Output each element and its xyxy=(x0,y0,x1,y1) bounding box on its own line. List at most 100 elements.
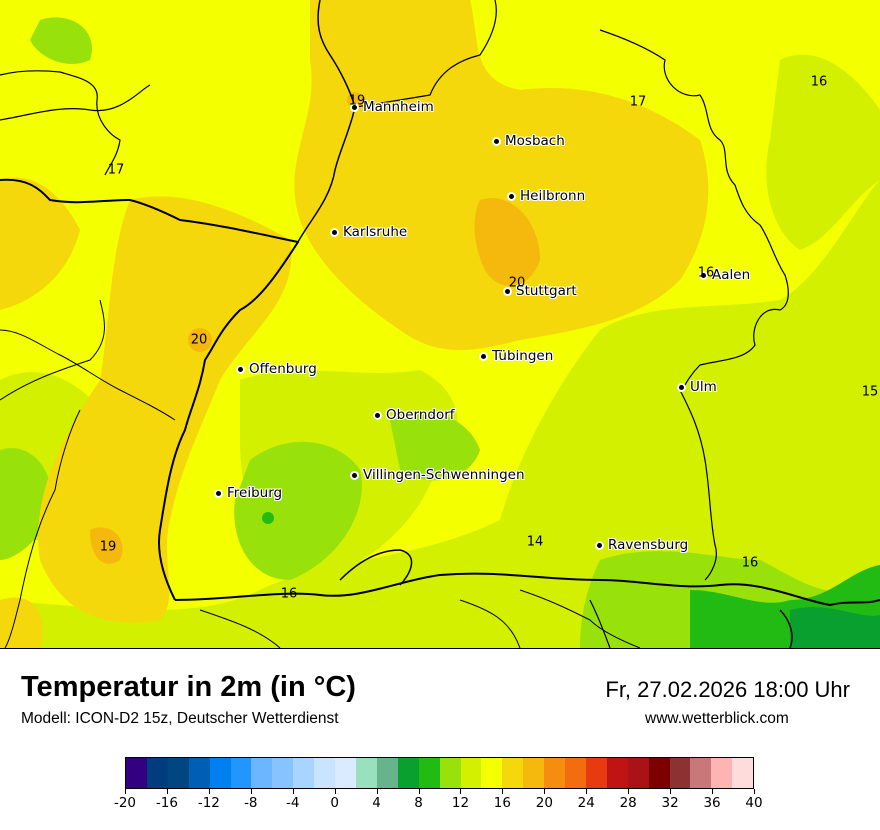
legend-tick-mark xyxy=(670,789,672,794)
city-label: Stuttgart xyxy=(516,283,577,299)
city-marker: Mannheim xyxy=(350,99,434,115)
legend-swatch xyxy=(355,758,377,788)
legend-swatch xyxy=(439,758,461,788)
legend-tick-label: 12 xyxy=(451,795,470,811)
legend-swatch xyxy=(585,758,607,788)
isotherm-label: 14 xyxy=(526,534,544,550)
legend-swatch xyxy=(146,758,168,788)
legend-tick-mark xyxy=(292,789,294,794)
legend-swatch xyxy=(565,758,586,788)
city-dot-icon xyxy=(373,410,382,420)
city-marker: Offenburg xyxy=(236,361,317,377)
city-dot-icon xyxy=(507,191,516,201)
legend-swatch xyxy=(711,758,733,788)
city-dot-icon xyxy=(699,270,708,280)
legend-tick-mark xyxy=(376,789,378,794)
website-link[interactable]: www.wetterblick.com xyxy=(645,710,789,727)
city-marker: Freiburg xyxy=(214,485,282,501)
temperature-field xyxy=(0,0,880,648)
legend-tick-mark xyxy=(208,789,210,794)
legend-swatch xyxy=(418,758,440,788)
legend-tick-mark xyxy=(586,789,588,794)
legend-swatch xyxy=(460,758,482,788)
legend-tick-mark xyxy=(712,789,714,794)
legend-tick-mark xyxy=(334,789,336,794)
legend-tick-label: -8 xyxy=(244,795,258,811)
city-label: Mannheim xyxy=(363,99,434,115)
legend-swatch xyxy=(188,758,210,788)
city-dot-icon xyxy=(503,286,512,296)
city-dot-icon xyxy=(330,227,339,237)
legend-swatch xyxy=(314,758,336,788)
city-dot-icon xyxy=(595,540,604,550)
legend-swatch xyxy=(606,758,628,788)
legend-swatch xyxy=(648,758,670,788)
city-label: Villingen-Schwenningen xyxy=(363,467,525,483)
legend-tick-label: 0 xyxy=(330,795,339,811)
legend-swatch xyxy=(230,758,252,788)
city-marker: Ravensburg xyxy=(595,537,688,553)
city-label: Karlsruhe xyxy=(343,224,408,240)
chart-title: Temperatur in 2m (in °C) xyxy=(21,671,356,703)
legend-swatch xyxy=(627,758,649,788)
city-marker: Stuttgart xyxy=(503,283,577,299)
city-label: Freiburg xyxy=(227,485,283,501)
isotherm-label: 15 xyxy=(861,384,879,400)
legend-tick-label: -4 xyxy=(285,795,300,811)
isotherm-label: 16 xyxy=(697,265,715,281)
legend-swatch xyxy=(335,758,356,788)
city-label: Oberndorf xyxy=(386,407,455,423)
city-marker: Karlsruhe xyxy=(330,224,407,240)
city-marker: Ulm xyxy=(677,379,717,395)
legend-swatch xyxy=(126,758,147,788)
city-dot-icon xyxy=(350,470,359,480)
city-marker: Aalen xyxy=(699,267,750,283)
city-marker: Oberndorf xyxy=(373,407,455,423)
city-dot-icon xyxy=(350,102,359,112)
isotherm-label: 17 xyxy=(107,162,125,178)
city-marker: Tübingen xyxy=(479,348,553,364)
isotherm-label: 17 xyxy=(629,94,647,110)
isotherm-label: 19 xyxy=(348,93,366,109)
city-label: Heilbronn xyxy=(520,188,586,204)
legend-tick-label: -20 xyxy=(113,795,137,811)
legend-swatch xyxy=(732,758,754,788)
legend-tick-mark xyxy=(754,789,755,794)
legend-tick-mark xyxy=(502,789,504,794)
legend-tick-mark xyxy=(460,789,462,794)
temperature-map[interactable]: Mannheim Mosbach Heilbronn Karlsruhe Stuttga… xyxy=(0,0,880,649)
city-label: Ravensburg xyxy=(608,537,689,553)
isotherm-label: 16 xyxy=(741,555,759,571)
city-label: Mosbach xyxy=(505,133,565,149)
model-source: Modell: ICON-D2 15z, Deutscher Wetterdie… xyxy=(21,710,339,727)
legend-swatch xyxy=(523,758,545,788)
legend-tick-label: 16 xyxy=(493,795,511,811)
legend-swatch xyxy=(481,758,503,788)
legend-tick-label: 4 xyxy=(372,795,381,811)
legend-tick-mark xyxy=(250,789,252,794)
legend-tick-mark xyxy=(125,789,126,794)
legend-swatch xyxy=(376,758,398,788)
city-label: Tübingen xyxy=(492,348,554,364)
legend-swatch xyxy=(669,758,691,788)
city-dot-icon xyxy=(236,364,245,374)
city-label: Ulm xyxy=(690,379,717,395)
legend-tick-mark xyxy=(166,789,168,794)
legend-swatch xyxy=(502,758,524,788)
isotherm-label: 20 xyxy=(508,275,526,291)
legend-swatch xyxy=(251,758,273,788)
legend-tick-label: 32 xyxy=(661,795,679,811)
legend-swatch xyxy=(272,758,294,788)
legend-tick-mark xyxy=(544,789,546,794)
city-dot-icon xyxy=(492,136,501,146)
forecast-datetime: Fr, 27.02.2026 18:00 Uhr xyxy=(605,677,850,702)
isotherm-label: 16 xyxy=(280,586,298,602)
legend-swatch xyxy=(209,758,231,788)
legend-swatch xyxy=(397,758,419,788)
city-label: Offenburg xyxy=(249,361,317,377)
legend-tick-label: 40 xyxy=(745,795,763,811)
isotherm-label: 20 xyxy=(190,332,208,348)
isotherm-label: 19 xyxy=(99,539,117,555)
legend-swatch xyxy=(167,758,189,788)
legend-tick-label: -12 xyxy=(197,795,220,811)
